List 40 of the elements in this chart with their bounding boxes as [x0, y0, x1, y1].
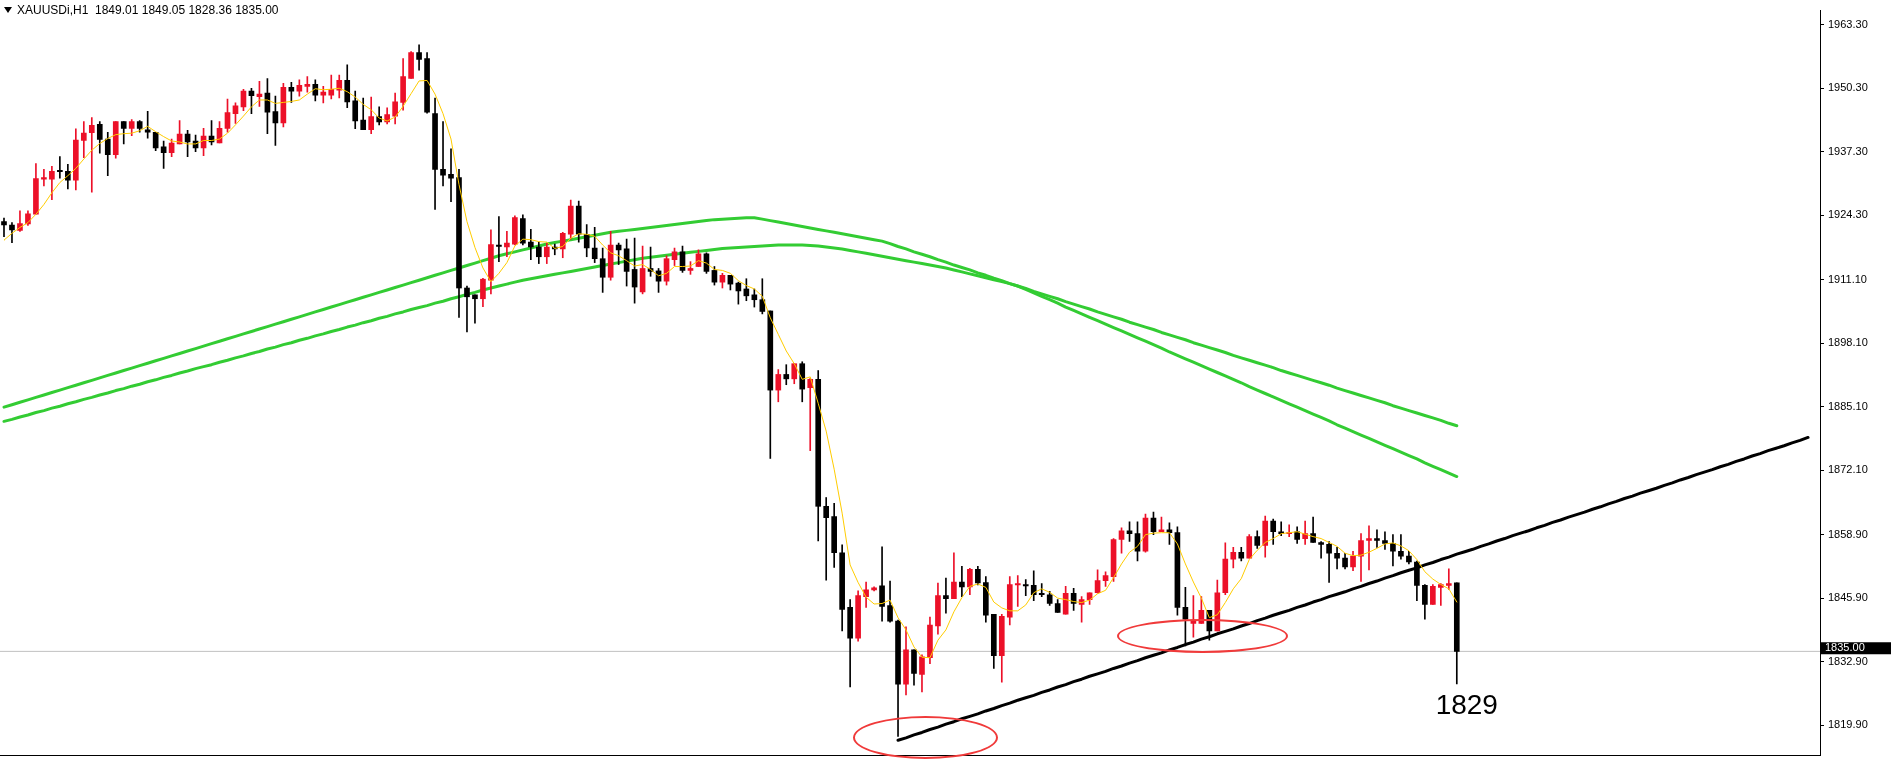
candlestick: [943, 577, 949, 614]
y-tick-label: 1963.30: [1828, 17, 1868, 30]
candlestick: [472, 294, 478, 324]
chart-title: XAUUSDi,H1 1849.01 1849.05 1828.36 1835.00: [17, 3, 279, 17]
y-tick-label: 1885.10: [1828, 399, 1868, 412]
candlestick: [144, 110, 151, 139]
candlestick: [57, 156, 63, 179]
y-tick-label: 1924.30: [1828, 208, 1868, 221]
candlestick: [783, 364, 790, 386]
candlestick: [464, 285, 470, 333]
candlestick: [88, 117, 95, 193]
y-tick-label: 1832.90: [1828, 654, 1868, 667]
candlestick: [959, 566, 965, 597]
candlestick: [1445, 568, 1452, 590]
candlestick: [1014, 575, 1021, 607]
candlestick: [440, 121, 446, 187]
y-tick-label: 1872.10: [1828, 463, 1868, 476]
candlestick: [448, 148, 454, 202]
y-tick-label: 1950.30: [1828, 81, 1868, 94]
y-tick-label: 1911.10: [1828, 272, 1867, 285]
y-tick-label: 1819.90: [1828, 718, 1868, 731]
ref-line-label: 1835.00: [1825, 641, 1865, 654]
candlestick: [80, 121, 87, 158]
candlestick: [1022, 579, 1029, 597]
candlestick: [1318, 541, 1324, 559]
candlestick: [504, 231, 510, 258]
candlestick: [823, 497, 830, 581]
candlestick: [320, 85, 327, 104]
candlestick: [1366, 525, 1372, 571]
candlestick: [1374, 529, 1380, 548]
candlestick: [304, 76, 311, 93]
y-tick-label: 1898.10: [1828, 336, 1868, 349]
candlestick: [41, 169, 47, 187]
y-tick-label: 1937.30: [1828, 144, 1868, 157]
annotation: 1829: [1435, 688, 1498, 720]
candlestick: [528, 229, 534, 261]
candlestick: [496, 216, 502, 262]
candlestick: [1, 217, 7, 238]
y-tick-label: 1858.90: [1828, 527, 1868, 540]
y-tick-label: 1845.90: [1828, 591, 1868, 604]
